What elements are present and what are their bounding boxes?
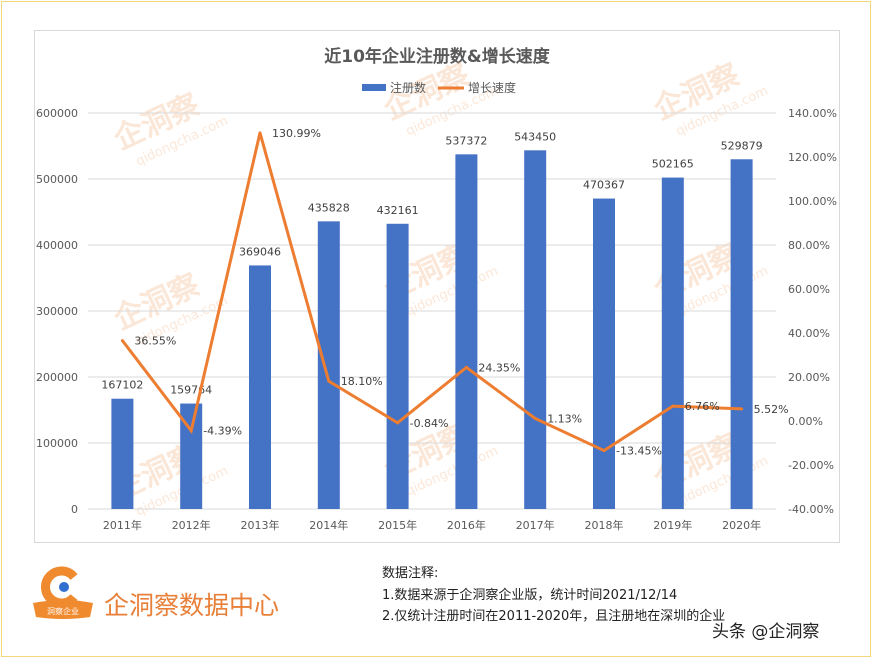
- line-label: 24.35%: [478, 361, 520, 374]
- y-right-tick: 60.00%: [788, 283, 830, 296]
- line-label: -13.45%: [616, 445, 662, 458]
- logo: 洞察企业: [30, 563, 96, 621]
- y-right-tick: 0.00%: [788, 415, 823, 428]
- x-tick: 2017年: [516, 518, 555, 532]
- line-label: -4.39%: [203, 425, 242, 438]
- line-point: [258, 131, 262, 135]
- x-tick: 2016年: [447, 518, 486, 532]
- y-right-tick: 80.00%: [788, 239, 830, 252]
- bar: [524, 150, 547, 509]
- bar: [386, 223, 409, 509]
- line-point: [120, 339, 124, 343]
- bar-label: 167102: [101, 379, 143, 392]
- line-label: 5.52%: [754, 403, 789, 416]
- y-right-tick: 20.00%: [788, 371, 830, 384]
- svg-text:洞察企业: 洞察企业: [47, 606, 79, 616]
- note-1: 1.数据来源于企洞察企业版，统计时间2021/12/14: [382, 588, 678, 603]
- y-right-tick: 100.00%: [788, 195, 837, 208]
- line-point: [396, 421, 400, 425]
- logo-icon: 洞察企业: [33, 566, 93, 619]
- bar: [661, 177, 684, 509]
- bar: [249, 265, 271, 509]
- brand-name: 企洞察数据中心: [104, 591, 280, 620]
- x-tick: 2019年: [653, 518, 692, 532]
- y-left-tick: 0: [71, 503, 78, 516]
- y-right-tick: 120.00%: [788, 151, 837, 164]
- line-label: 6.76%: [685, 400, 720, 413]
- bar-label: 159764: [170, 384, 212, 397]
- bar-label: 369046: [239, 245, 281, 258]
- legend-line-label: 增长速度: [468, 80, 516, 95]
- x-tick: 2018年: [585, 518, 624, 532]
- x-tick: 2014年: [309, 518, 348, 532]
- line-label: 1.13%: [547, 413, 582, 426]
- bar: [455, 154, 478, 509]
- bar-label: 432161: [377, 204, 419, 217]
- y-left-tick: 100000: [36, 437, 78, 450]
- bar: [180, 403, 203, 509]
- x-tick: 2011年: [103, 518, 142, 532]
- y-left-tick: 400000: [36, 239, 78, 252]
- x-tick: 2012年: [172, 518, 211, 532]
- y-right-tick: 140.00%: [788, 107, 837, 120]
- bar-label: 470367: [583, 179, 625, 192]
- line-point: [602, 449, 606, 453]
- source-credit: 头条 @企洞察: [712, 622, 820, 642]
- line-point: [740, 407, 744, 411]
- line-point: [533, 417, 537, 421]
- x-tick: 2020年: [722, 518, 761, 532]
- line-point: [671, 404, 675, 408]
- line-point: [464, 365, 468, 369]
- bar: [111, 398, 134, 509]
- y-right-tick: 40.00%: [788, 327, 830, 340]
- bar-label: 502165: [652, 158, 694, 171]
- bar-label: 435828: [308, 201, 350, 214]
- bar: [730, 159, 753, 510]
- notes-title: 数据注释:: [382, 566, 439, 581]
- line-point: [189, 429, 193, 433]
- note-2: 2.仅统计注册时间在2011-2020年，且注册地在深圳的企业: [382, 609, 726, 624]
- y-left-tick: 500000: [36, 173, 78, 186]
- line-label: 18.10%: [341, 375, 383, 388]
- legend-bar-label: 注册数: [390, 80, 426, 95]
- y-right-tick: -40.00%: [788, 503, 834, 516]
- line-label: 130.99%: [272, 127, 321, 140]
- chart-area: [34, 30, 840, 543]
- y-left-tick: 300000: [36, 305, 78, 318]
- bar: [593, 198, 615, 509]
- y-left-tick: 200000: [36, 371, 78, 384]
- growth-line: [121, 132, 742, 453]
- bar: [317, 221, 340, 509]
- line-point: [327, 379, 331, 383]
- y-right-tick: -20.00%: [788, 459, 834, 472]
- y-left-tick: 600000: [36, 107, 78, 120]
- bar-label: 537372: [445, 134, 487, 147]
- x-tick: 2013年: [241, 518, 280, 532]
- bar-label: 529879: [721, 139, 763, 152]
- chart-title: 近10年企业注册数&增长速度: [324, 47, 550, 67]
- line-label: -0.84%: [410, 417, 449, 430]
- line-label: 36.55%: [134, 335, 176, 348]
- legend-bar-swatch: [362, 84, 386, 91]
- bar-label: 543450: [514, 130, 556, 143]
- x-tick: 2015年: [378, 518, 417, 532]
